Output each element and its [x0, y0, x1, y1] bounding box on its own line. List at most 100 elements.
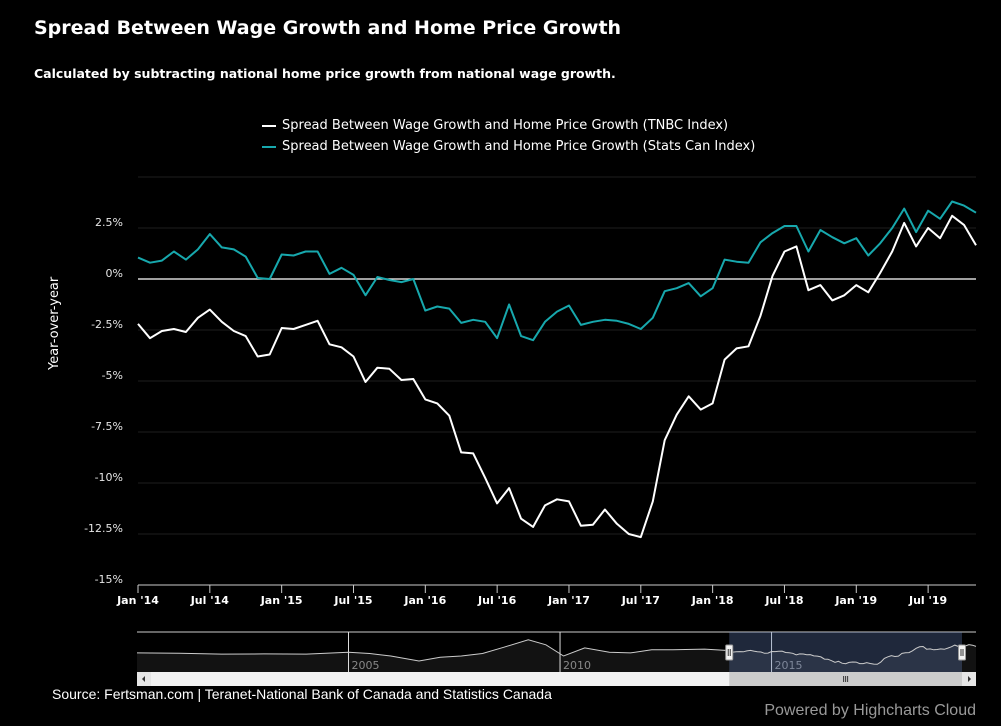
data-point-tnbc[interactable] [865, 289, 871, 295]
data-point-statscan[interactable] [781, 223, 787, 229]
data-point-statscan[interactable] [650, 315, 656, 321]
data-point-tnbc[interactable] [961, 222, 967, 228]
data-point-statscan[interactable] [339, 265, 345, 271]
data-point-tnbc[interactable] [614, 521, 620, 527]
data-point-tnbc[interactable] [698, 407, 704, 413]
data-point-statscan[interactable] [135, 255, 141, 261]
data-point-tnbc[interactable] [147, 335, 153, 341]
data-point-tnbc[interactable] [422, 396, 428, 402]
legend-item-tnbc[interactable]: Spread Between Wage Growth and Home Pric… [262, 118, 728, 133]
data-point-tnbc[interactable] [554, 496, 560, 502]
data-point-statscan[interactable] [662, 288, 668, 294]
data-point-statscan[interactable] [722, 257, 728, 263]
data-point-tnbc[interactable] [291, 326, 297, 332]
data-point-statscan[interactable] [626, 321, 632, 327]
data-point-statscan[interactable] [758, 239, 764, 245]
data-point-tnbc[interactable] [219, 319, 225, 325]
data-point-statscan[interactable] [458, 320, 464, 326]
data-point-statscan[interactable] [410, 276, 416, 282]
data-point-statscan[interactable] [350, 272, 356, 278]
data-point-tnbc[interactable] [686, 393, 692, 399]
data-point-statscan[interactable] [937, 216, 943, 222]
data-point-tnbc[interactable] [267, 351, 273, 357]
data-point-tnbc[interactable] [913, 243, 919, 249]
data-point-tnbc[interactable] [398, 377, 404, 383]
data-point-statscan[interactable] [171, 248, 177, 254]
data-point-statscan[interactable] [195, 246, 201, 252]
data-point-tnbc[interactable] [889, 248, 895, 254]
data-point-statscan[interactable] [398, 279, 404, 285]
data-point-tnbc[interactable] [255, 354, 261, 360]
data-point-tnbc[interactable] [829, 297, 835, 303]
data-point-statscan[interactable] [686, 280, 692, 286]
data-point-tnbc[interactable] [638, 534, 644, 540]
data-point-tnbc[interactable] [350, 354, 356, 360]
data-point-statscan[interactable] [973, 210, 979, 216]
data-point-tnbc[interactable] [901, 220, 907, 226]
data-point-statscan[interactable] [506, 302, 512, 308]
data-point-statscan[interactable] [961, 203, 967, 209]
data-point-tnbc[interactable] [171, 326, 177, 332]
data-point-tnbc[interactable] [758, 313, 764, 319]
data-point-tnbc[interactable] [674, 412, 680, 418]
data-point-tnbc[interactable] [410, 376, 416, 382]
data-point-tnbc[interactable] [781, 248, 787, 254]
data-point-tnbc[interactable] [793, 243, 799, 249]
data-point-statscan[interactable] [386, 277, 392, 283]
data-point-tnbc[interactable] [303, 322, 309, 328]
data-point-statscan[interactable] [267, 276, 273, 282]
data-point-tnbc[interactable] [315, 318, 321, 324]
data-point-tnbc[interactable] [626, 531, 632, 537]
data-point-statscan[interactable] [614, 318, 620, 324]
data-point-statscan[interactable] [327, 271, 333, 277]
data-point-statscan[interactable] [518, 333, 524, 339]
data-point-statscan[interactable] [291, 253, 297, 259]
data-point-tnbc[interactable] [542, 502, 548, 508]
data-point-tnbc[interactable] [518, 516, 524, 522]
data-point-statscan[interactable] [925, 208, 931, 214]
data-point-statscan[interactable] [877, 240, 883, 246]
data-point-tnbc[interactable] [231, 328, 237, 334]
data-point-tnbc[interactable] [722, 357, 728, 363]
data-point-statscan[interactable] [638, 326, 644, 332]
data-point-statscan[interactable] [829, 234, 835, 240]
data-point-tnbc[interactable] [482, 475, 488, 481]
data-point-tnbc[interactable] [386, 366, 392, 372]
data-point-statscan[interactable] [482, 319, 488, 325]
navigator-handle-left[interactable] [725, 644, 734, 661]
data-point-tnbc[interactable] [877, 270, 883, 276]
data-point-tnbc[interactable] [159, 328, 165, 334]
data-point-tnbc[interactable] [602, 507, 608, 513]
data-point-statscan[interactable] [746, 260, 752, 266]
data-point-tnbc[interactable] [817, 282, 823, 288]
data-point-statscan[interactable] [853, 235, 859, 241]
data-point-statscan[interactable] [243, 254, 249, 260]
navigator-handle-right[interactable] [958, 644, 966, 661]
data-point-tnbc[interactable] [650, 498, 656, 504]
data-point-statscan[interactable] [362, 292, 368, 298]
data-point-tnbc[interactable] [662, 437, 668, 443]
legend-item-statscan[interactable]: Spread Between Wage Growth and Home Pric… [262, 139, 755, 154]
data-point-statscan[interactable] [207, 231, 213, 237]
data-point-statscan[interactable] [710, 285, 716, 291]
data-point-tnbc[interactable] [458, 449, 464, 455]
data-point-statscan[interactable] [841, 240, 847, 246]
data-point-statscan[interactable] [769, 230, 775, 236]
data-point-tnbc[interactable] [578, 523, 584, 529]
data-point-statscan[interactable] [147, 260, 153, 266]
data-point-tnbc[interactable] [734, 345, 740, 351]
data-point-tnbc[interactable] [434, 400, 440, 406]
data-point-statscan[interactable] [901, 206, 907, 212]
data-point-tnbc[interactable] [530, 524, 536, 530]
data-point-statscan[interactable] [566, 303, 572, 309]
data-point-statscan[interactable] [602, 317, 608, 323]
data-point-statscan[interactable] [494, 335, 500, 341]
data-point-tnbc[interactable] [973, 242, 979, 248]
data-point-statscan[interactable] [590, 319, 596, 325]
data-point-statscan[interactable] [674, 285, 680, 291]
data-point-statscan[interactable] [889, 225, 895, 231]
data-point-statscan[interactable] [793, 223, 799, 229]
data-point-tnbc[interactable] [590, 522, 596, 528]
data-point-tnbc[interactable] [494, 500, 500, 506]
data-point-statscan[interactable] [698, 293, 704, 299]
